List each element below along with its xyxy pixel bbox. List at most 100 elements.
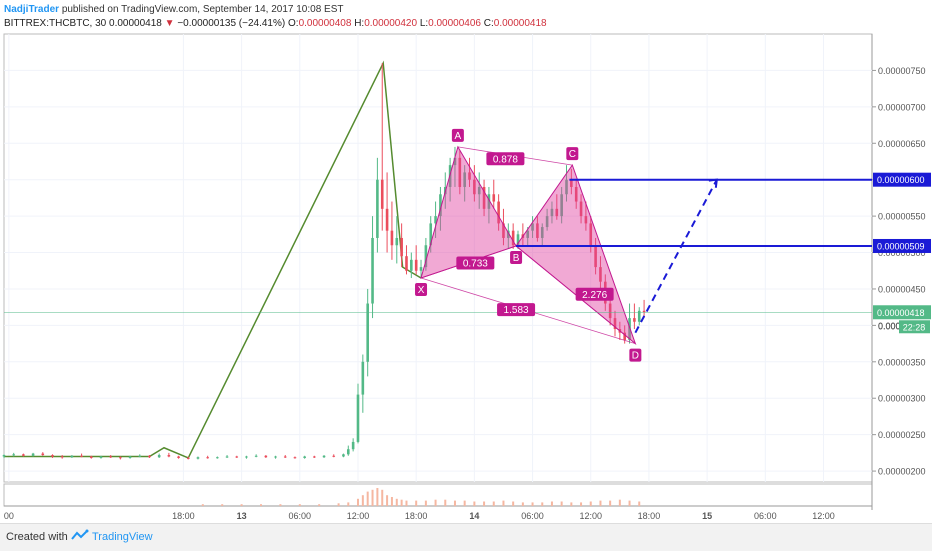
candle-body xyxy=(99,456,103,458)
volume-bar xyxy=(395,498,398,506)
pivot-label: B xyxy=(513,253,520,264)
candle-body xyxy=(545,216,549,228)
footer-bar: Created with TradingView xyxy=(0,523,932,551)
volume-bar xyxy=(201,504,204,506)
pivot-badge xyxy=(451,128,464,142)
candle-body xyxy=(613,318,617,330)
candle-body xyxy=(536,223,539,238)
volume-bar xyxy=(444,499,447,506)
pivot-badge xyxy=(629,348,642,362)
candle-body xyxy=(453,157,457,166)
level-price-tag-label: 0.00000600 xyxy=(877,175,925,185)
candle-body xyxy=(157,455,161,458)
volume-bar xyxy=(473,501,476,506)
candle-body xyxy=(395,237,399,246)
candle-body xyxy=(264,455,268,458)
plot-area xyxy=(3,33,873,483)
volume-bar xyxy=(638,501,641,506)
time-tick-label: 12:00 xyxy=(812,511,835,521)
ratio-badge xyxy=(486,152,525,166)
time-tick-label: 13 xyxy=(237,511,247,521)
time-tick-label: 15 xyxy=(702,511,712,521)
volume-bar xyxy=(318,504,321,506)
time-tick-label: 00 xyxy=(4,511,14,521)
volume-bar xyxy=(347,502,350,506)
countdown-prefix: 0.000 xyxy=(878,321,901,331)
price-tick-label: 0.00000250 xyxy=(878,430,926,440)
current-price-tag xyxy=(873,305,931,320)
price-tick-label: 0.00000650 xyxy=(878,139,926,149)
ratio-label: 0.878 xyxy=(493,154,518,165)
candle-body xyxy=(473,179,476,195)
tradingview-brand-link[interactable]: TradingView xyxy=(92,531,153,543)
price-tick-label: 0.00000300 xyxy=(878,394,926,404)
candle-body xyxy=(574,186,578,202)
volume-bar xyxy=(260,504,263,506)
candle-body xyxy=(80,455,83,457)
candle-body xyxy=(390,230,394,246)
level-price-tag-label: 0.00000509 xyxy=(877,241,925,251)
countdown-tag xyxy=(899,320,930,334)
candle-body xyxy=(555,208,559,217)
candle-body xyxy=(623,332,626,340)
volume-bar xyxy=(618,499,621,506)
tradingview-logo-icon xyxy=(71,529,89,540)
price-tick-label: 0.00000500 xyxy=(878,248,926,258)
down-arrow-icon: ▼ xyxy=(164,18,175,29)
last-price: 0.00000418 xyxy=(109,18,162,29)
time-tick-label: 18:00 xyxy=(172,511,195,521)
candle-body xyxy=(196,457,200,459)
candle-body xyxy=(424,245,428,268)
candle-body xyxy=(642,310,646,313)
candle-body xyxy=(410,259,413,271)
candle-body xyxy=(429,223,433,246)
time-tick-label: 12:00 xyxy=(579,511,602,521)
volume-bar xyxy=(415,500,418,506)
volume-bar xyxy=(628,500,631,506)
volume-bar xyxy=(560,501,563,506)
close-value: 0.00000418 xyxy=(493,18,547,29)
volume-bar xyxy=(502,500,505,506)
open-value: 0.00000408 xyxy=(298,18,352,29)
time-tick-label: 12:00 xyxy=(347,511,370,521)
candle-body xyxy=(599,267,602,282)
candle-body xyxy=(550,208,554,217)
candle-body xyxy=(177,456,180,458)
candle-body xyxy=(458,157,462,187)
candle-body xyxy=(303,456,306,458)
volume-bar xyxy=(366,491,369,506)
level-price-tag xyxy=(873,238,931,253)
candle-body xyxy=(89,456,93,458)
candle-body xyxy=(414,259,418,271)
candle-body xyxy=(385,208,389,231)
candle-body xyxy=(245,456,248,458)
candle-body xyxy=(186,457,190,459)
volume-bar xyxy=(434,499,437,506)
volume-bar xyxy=(463,500,466,506)
pivot-badge xyxy=(566,147,579,161)
chart-canvas[interactable]: 0.00000200 0.00000250 0.00000300 0.00000350… xyxy=(0,0,932,522)
candle-body xyxy=(332,455,336,457)
volume-bar xyxy=(609,500,612,506)
candle-body xyxy=(22,454,25,456)
candle-body xyxy=(119,457,122,459)
candle-body xyxy=(12,454,15,456)
author-name[interactable]: NadjiTrader xyxy=(4,4,60,15)
candle-body xyxy=(482,186,486,209)
candle-body xyxy=(148,455,151,458)
volume-bar xyxy=(390,497,393,506)
price-tick-label: 0.00000350 xyxy=(878,357,926,367)
candle-body xyxy=(376,179,379,238)
volume-bar xyxy=(483,501,486,506)
candle-body xyxy=(516,234,520,246)
candle-body xyxy=(293,457,297,459)
volume-bar xyxy=(424,500,427,506)
candle-body xyxy=(502,223,505,238)
candle-body xyxy=(313,456,316,458)
published-text: published on TradingView.com, September … xyxy=(61,4,344,15)
candle-body xyxy=(70,455,74,458)
pivot-badge xyxy=(415,283,428,297)
candle-body xyxy=(254,455,258,457)
price-tick-label: 0.00000750 xyxy=(878,66,926,76)
candle-body xyxy=(487,194,491,209)
